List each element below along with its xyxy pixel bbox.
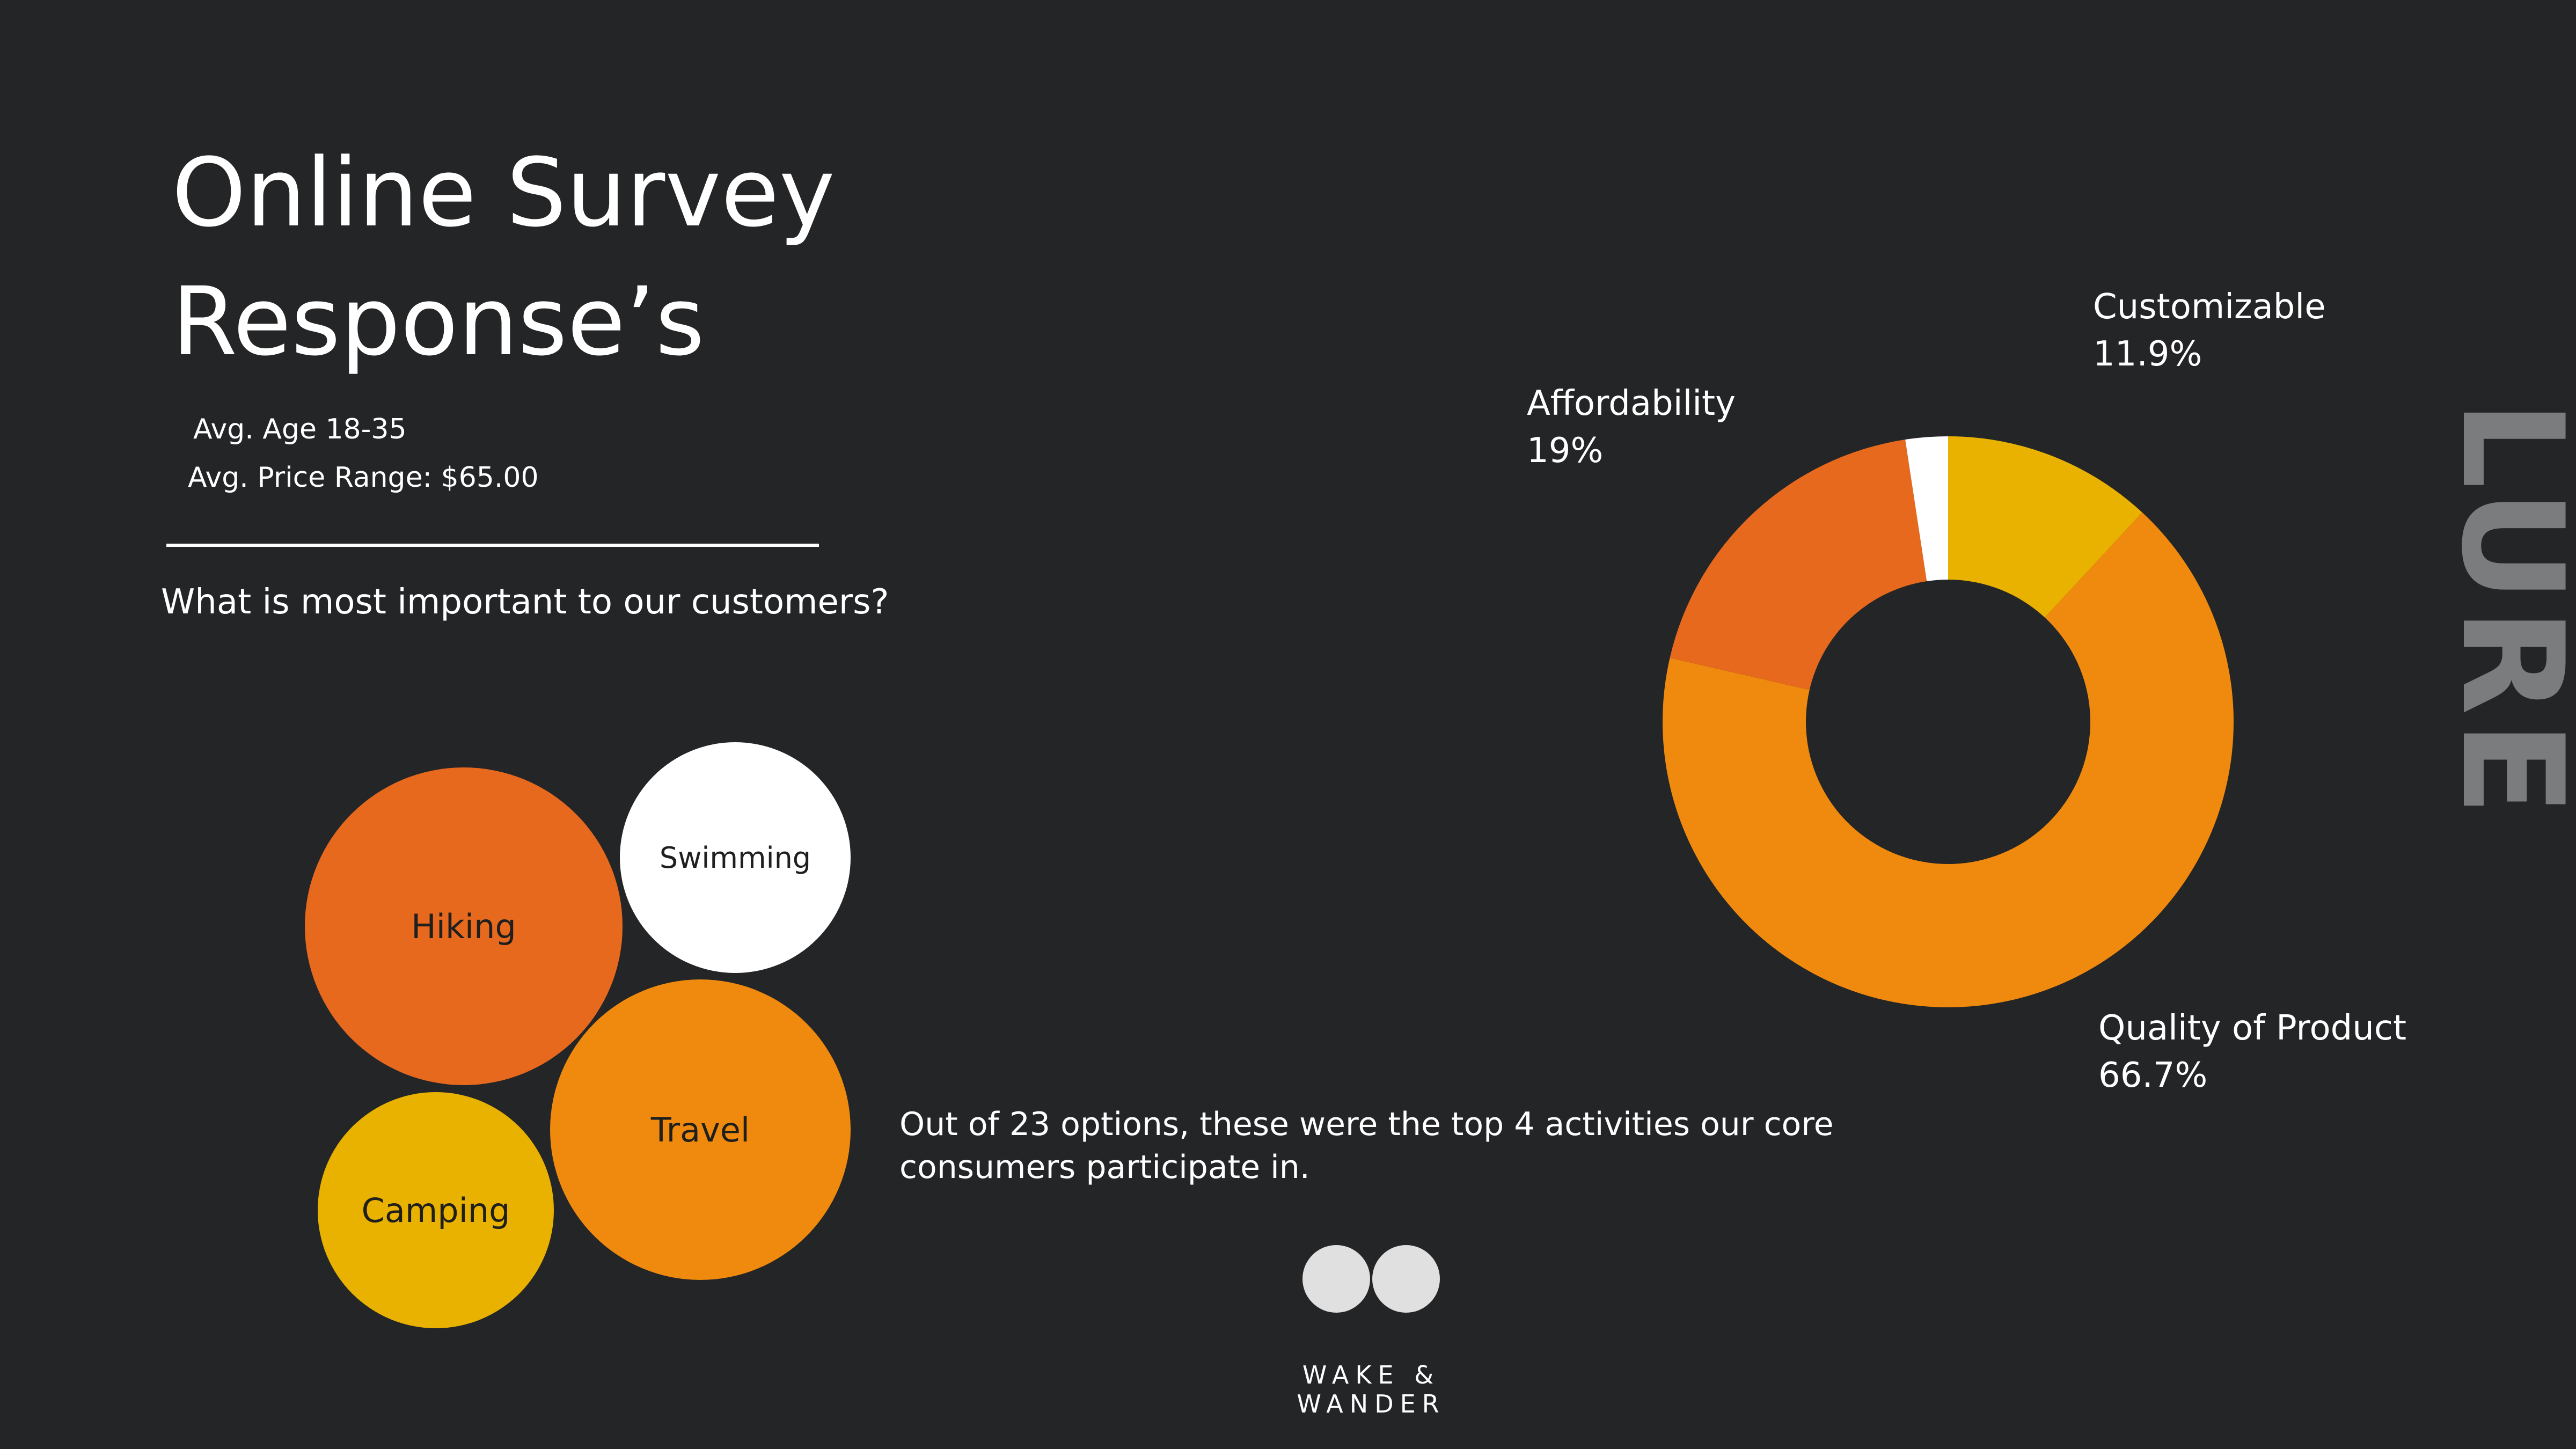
slice-value: 66.7%: [2098, 1056, 2208, 1095]
bubble-label: Swimming: [659, 840, 811, 875]
donut-slice-affordability: [1670, 440, 1927, 690]
title-line-1: Online Survey: [172, 138, 835, 248]
brand-logo-icon: [1302, 1245, 1440, 1313]
bubble-travel: Travel: [550, 979, 851, 1280]
bubble-swimming: Swimming: [620, 742, 851, 973]
bubble-label: Camping: [361, 1190, 510, 1230]
bubble-camping: Camping: [318, 1092, 554, 1328]
bubble-label: Travel: [650, 1110, 750, 1150]
slice-name: Quality of Product: [2098, 1008, 2407, 1048]
donut-slice-customizable: [1948, 436, 2142, 618]
slice-value: 19%: [1527, 431, 1604, 471]
page-title: Online Survey Response’s: [172, 129, 835, 386]
brand-name: WAKE & WANDER: [1297, 1360, 1446, 1418]
label-affordability: Affordability 19%: [1527, 380, 1736, 474]
avg-price-text: Avg. Price Range: $65.00: [188, 462, 539, 494]
title-line-2: Response’s: [172, 267, 705, 377]
slice-name: Customizable: [2093, 287, 2326, 327]
label-quality: Quality of Product 66.7%: [2098, 1005, 2406, 1099]
slice-value: 11.9%: [2093, 334, 2202, 374]
question-text: What is most important to our customers?: [161, 582, 889, 622]
divider: [166, 544, 819, 547]
bubble-label: Hiking: [411, 906, 516, 946]
activities-note: Out of 23 options, these were the top 4 …: [899, 1106, 1834, 1186]
bubble-hiking: Hiking: [305, 767, 623, 1085]
donut-slice-other-3: [1905, 436, 1948, 582]
slice-name: Affordability: [1527, 384, 1736, 423]
avg-age-text: Avg. Age 18-35: [193, 413, 407, 445]
donut-slice-quality-of-product: [1663, 512, 2234, 1007]
side-brand-text: LURE: [2431, 400, 2576, 822]
label-customizable: Customizable 11.9%: [2093, 283, 2326, 378]
donut-chart: [1663, 436, 2234, 1007]
